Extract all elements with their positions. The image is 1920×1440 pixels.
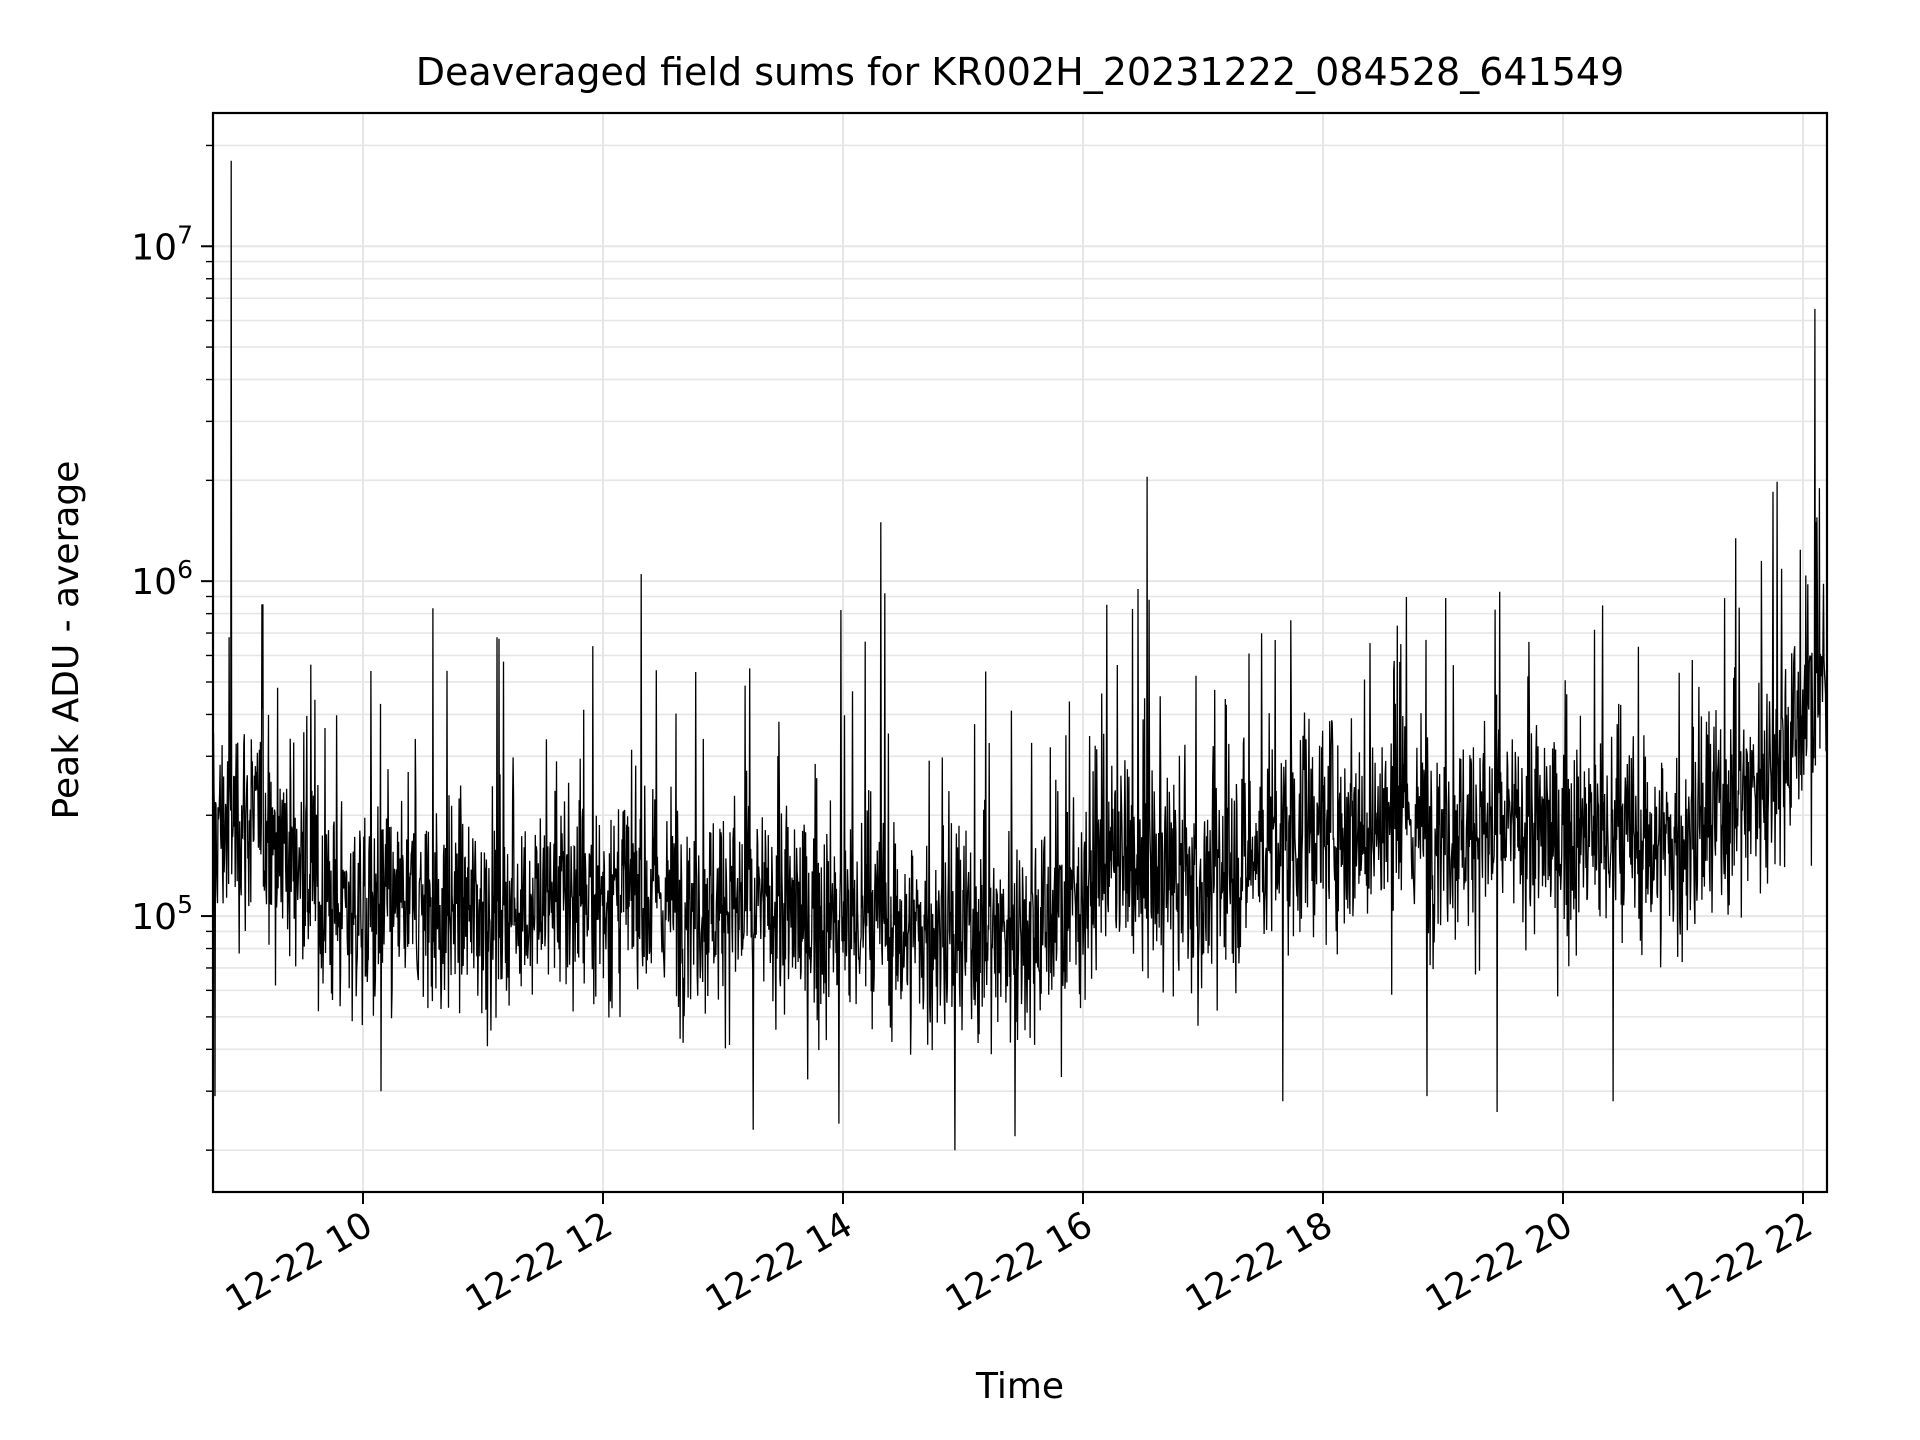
- x-tick-label: 12-22 16: [939, 1204, 1100, 1320]
- x-tick-label: 12-22 18: [1179, 1204, 1340, 1320]
- series-layer: [212, 160, 1828, 1151]
- series-line: [212, 160, 1828, 1151]
- y-tick-label: 105: [131, 890, 193, 938]
- x-tick-label: 12-22 14: [699, 1204, 860, 1320]
- y-axis-label: Peak ADU - average: [46, 461, 87, 820]
- x-tick-label: 12-22 10: [219, 1204, 380, 1320]
- y-tick-label: 107: [131, 220, 193, 268]
- grid: [213, 113, 1827, 1192]
- x-tick-label: 12-22 22: [1659, 1204, 1820, 1320]
- x-tick-label: 12-22 20: [1419, 1204, 1580, 1320]
- plot-frame: [211, 111, 1829, 1194]
- x-tick-label: 12-22 12: [459, 1204, 620, 1320]
- y-tick-label: 106: [131, 555, 193, 603]
- x-axis-label: Time: [975, 1366, 1064, 1407]
- chart-title: Deaveraged field sums for KR002H_2023122…: [416, 50, 1625, 94]
